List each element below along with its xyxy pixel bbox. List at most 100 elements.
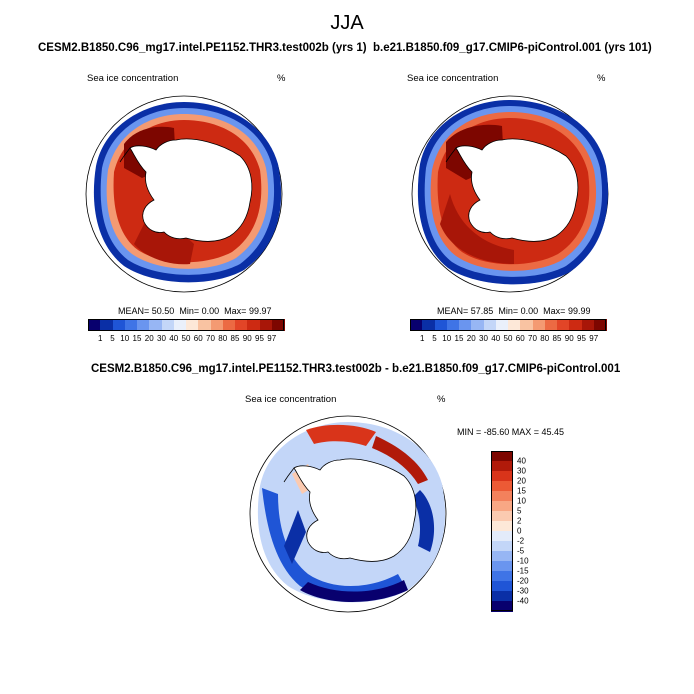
panel-1-colorbar-swatch	[100, 319, 113, 331]
panel-3-minmax: MIN = -85.60 MAX = 45.45	[457, 427, 565, 437]
panel-3-colorbar-tick-label: -20	[517, 576, 529, 586]
panel-2-colorbar-tick-label: 20	[466, 334, 476, 343]
panel-1-colorbar-tick-label: 20	[144, 334, 154, 343]
panel-1-colorbar-tick-label: 10	[120, 334, 130, 343]
panel-2-colorbar-tick-label: 40	[491, 334, 501, 343]
panel-2-colorbar-swatch	[532, 319, 546, 331]
panel-2-colorbar-swatch	[593, 319, 607, 331]
panel-1-colorbar	[88, 319, 285, 331]
panel-2-max-label: Max=	[543, 306, 566, 316]
panel-2-colorbar-tick-label: 80	[540, 334, 550, 343]
panel-2-ross-core	[440, 194, 514, 264]
panel-3-title: CESM2.B1850.C96_mg17.intel.PE1152.THR3.t…	[91, 363, 621, 375]
panel-2-colorbar-swatch	[569, 319, 582, 331]
panel-2-colorbar-tick-label: 95	[577, 334, 586, 343]
panel-3-colorbar-swatch	[491, 531, 513, 542]
panel-3-diff-negative-east	[412, 490, 435, 552]
panel-2-colorbar-tick-label: 90	[564, 334, 574, 343]
panel-1-max-label: Max=	[224, 306, 247, 316]
panel-1-colorbar-swatch	[235, 319, 248, 331]
figure-title: JJA	[330, 12, 364, 34]
panel-3-diff-negative-west	[284, 510, 306, 564]
panel-1-mean-value: 50.50	[151, 306, 175, 316]
panel-3-diff-negative-north	[300, 580, 408, 602]
panel-3-colorbar-tick-label: 5	[517, 506, 522, 516]
panel-1-colorbar-swatch	[124, 319, 138, 331]
panel-2-units-label: %	[597, 73, 606, 84]
panel-3-units-label: %	[437, 394, 446, 405]
panel-2-colorbar-swatch	[508, 319, 521, 331]
panel-3-colorbar-tick-label: -2	[517, 536, 525, 546]
panel-2-colorbar-tick-label: 97	[589, 334, 599, 343]
panel-1-colorbar-tick-label: 15	[132, 334, 142, 343]
panel-2-max-value: 99.99	[567, 306, 591, 316]
panel-3-colorbar-tick-label: -15	[517, 566, 529, 576]
panel-3-map	[249, 415, 447, 613]
panel-1-colorbar-tick-label: 97	[267, 334, 277, 343]
panel-1-colorbar-swatch	[161, 319, 175, 331]
panel-2-colorbar-tick-label: 85	[552, 334, 562, 343]
panel-3-peninsula	[283, 467, 295, 483]
panel-2-colorbar-tick-label: 50	[503, 334, 513, 343]
panel-1-colorbar-ticks: 1 5 10 15 20 30 40 50 60 70 80 85 90 95 97	[88, 334, 284, 346]
panel-1-colorbar-tick-label: 5	[110, 334, 115, 343]
panel-2-colorbar-swatch	[446, 319, 460, 331]
panel-1-colorbar-swatch	[186, 319, 199, 331]
panel-3-colorbar-swatch	[491, 451, 513, 462]
panel-3-variable-label: Sea ice concentration	[245, 394, 337, 405]
panel-2-stats: MEAN= 57.85 Min= 0.00 Max= 99.99	[437, 306, 590, 316]
panel-1-colorbar-swatch	[198, 319, 211, 331]
panel-3-colorbar-tick-label: 0	[517, 526, 522, 536]
panel-1-colorbar-swatch	[247, 319, 260, 331]
panel-1-map	[85, 95, 283, 293]
panel-2-mean-label: MEAN=	[437, 306, 469, 316]
panel-2-colorbar-swatch	[520, 319, 533, 331]
panel-2-colorbar-swatch	[557, 319, 570, 331]
panel-2-colorbar-tick-label: 5	[432, 334, 437, 343]
panel-2-title: b.e21.B1850.f09_g17.CMIP6-piControl.001 …	[373, 42, 652, 54]
panel-1-antarctica	[129, 138, 253, 242]
panel-1-colorbar-swatch	[149, 319, 162, 331]
panel-2-colorbar-swatch	[459, 319, 472, 331]
panel-3-colorbar-tick-label: -40	[517, 596, 529, 606]
panel-1-colorbar-tick-label: 80	[218, 334, 228, 343]
panel-3-diff-positive-east	[372, 436, 428, 484]
panel-3-colorbar-swatch	[491, 471, 513, 482]
panel-3-colorbar-tick-label: 30	[517, 466, 526, 476]
panel-2-colorbar-swatch	[434, 319, 448, 331]
panel-3-colorbar-tick-label: -10	[517, 556, 529, 566]
panel-1-colorbar-tick-label: 50	[181, 334, 191, 343]
panel-3-colorbar-swatch	[491, 601, 513, 612]
panel-1-colorbar-tick-label: 60	[193, 334, 203, 343]
panel-1-colorbar-tick-label: 95	[255, 334, 264, 343]
panel-3-colorbar-tick-label: -30	[517, 586, 529, 596]
panel-3-colorbar-ticks: 40 30 20 15 10 5 2 0 -2 -5 -10 -15 -20 -30 -40	[517, 451, 547, 611]
panel-3-colorbar-swatch	[491, 501, 513, 512]
panel-1-colorbar-tick-label: 30	[157, 334, 166, 343]
panel-1-stats: MEAN= 50.50 Min= 0.00 Max= 99.97	[118, 306, 271, 316]
panel-3-colorbar-tick-label: 10	[517, 496, 526, 506]
panel-1-colorbar-swatch	[88, 319, 101, 331]
panel-3-diff-positive-south	[306, 424, 376, 446]
panel-2-colorbar-swatch	[581, 319, 595, 331]
panel-2-variable-label: Sea ice concentration	[407, 73, 499, 84]
panel-1-colorbar-swatch	[259, 319, 273, 331]
panel-2-colorbar-swatch	[483, 319, 497, 331]
panel-1-colorbar-tick-label: 70	[206, 334, 215, 343]
panel-1-mean-label: MEAN=	[118, 306, 150, 316]
panel-3-diff-negative-ring	[262, 488, 406, 600]
panel-1-colorbar-swatch	[137, 319, 150, 331]
panel-3-colorbar-tick-label: 2	[517, 516, 522, 526]
panel-1-colorbar-outline	[88, 319, 284, 331]
panel-2-colorbar-swatch	[471, 319, 484, 331]
panel-3-colorbar-swatch	[491, 561, 513, 572]
panel-3-colorbar-tick-label: 20	[517, 476, 526, 486]
panel-2-min-label: Min=	[498, 306, 519, 316]
panel-1-colorbar-swatch	[173, 319, 187, 331]
panel-3-colorbar-tick-label: -5	[517, 546, 525, 556]
panel-3-colorbar-swatch	[491, 571, 513, 582]
panel-2-colorbar-tick-label: 70	[528, 334, 537, 343]
panel-2-colorbar-swatch	[410, 319, 423, 331]
panel-1-max-value: 99.97	[248, 306, 272, 316]
panel-3-colorbar-swatch	[491, 511, 513, 522]
